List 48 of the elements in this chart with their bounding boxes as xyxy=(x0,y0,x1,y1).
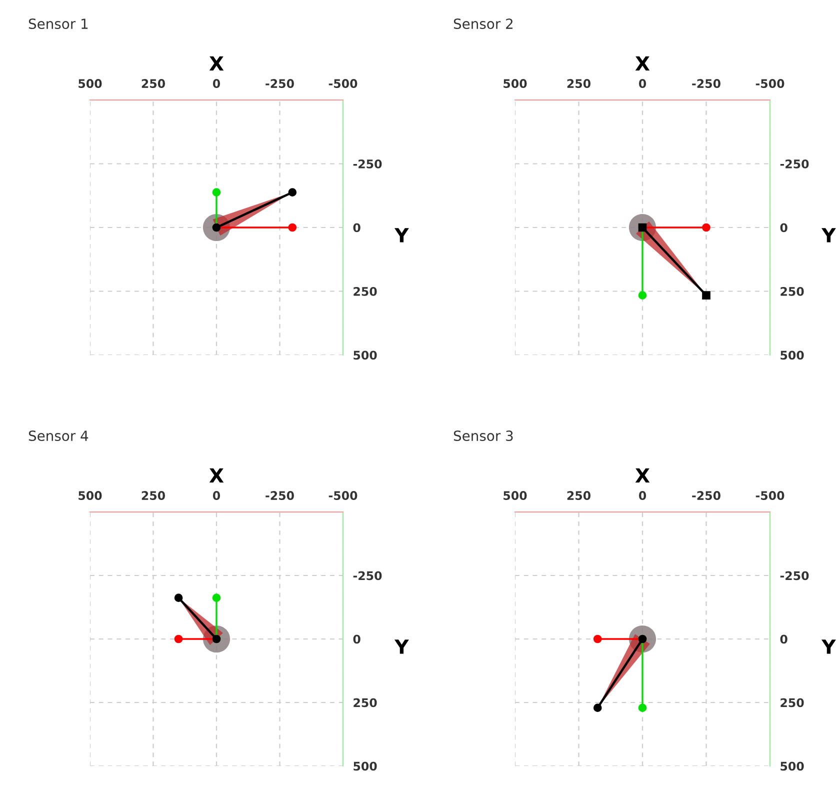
y-tick-label: 500 xyxy=(780,350,804,360)
x-tick-label: 500 xyxy=(78,491,102,500)
y-axis-title: Y xyxy=(394,228,409,242)
x-tick-label: 0 xyxy=(212,79,220,88)
y-tick-label: 500 xyxy=(354,762,377,771)
x-tick-label: 250 xyxy=(142,79,166,88)
chart-title: Sensor 4 xyxy=(28,430,88,442)
x-axis-title: X xyxy=(209,468,224,483)
y-tick-label: 250 xyxy=(780,286,804,296)
y-tick-label: 0 xyxy=(353,223,360,232)
chart-title: Sensor 3 xyxy=(454,430,513,442)
x-tick-label: -250 xyxy=(692,491,720,500)
y-tick-label: 0 xyxy=(353,634,360,644)
y-tick-label: -250 xyxy=(780,571,809,580)
x-tick-label: -250 xyxy=(692,79,720,88)
y-tick-label: -250 xyxy=(780,159,809,168)
y-axis-title: Y xyxy=(821,228,836,242)
x-tick-label: 250 xyxy=(567,491,591,500)
y-tick-label: 250 xyxy=(780,698,804,708)
x-tick-label: -500 xyxy=(756,79,784,88)
chart-title: Sensor 1 xyxy=(28,18,88,30)
x-tick-label: 500 xyxy=(504,79,527,88)
y-tick-label: 250 xyxy=(354,698,377,708)
x-axis-title: X xyxy=(209,56,224,71)
y-tick-label: -250 xyxy=(353,571,382,580)
x-tick-label: 500 xyxy=(504,491,527,500)
x-tick-label: 500 xyxy=(78,79,102,88)
x-tick-label: 250 xyxy=(567,79,591,88)
y-tick-label: -250 xyxy=(353,159,382,168)
x-tick-label: 0 xyxy=(212,491,220,500)
y-tick-label: 500 xyxy=(780,762,804,771)
x-tick-label: -500 xyxy=(328,491,358,500)
chart-title: Sensor 2 xyxy=(454,18,512,30)
x-tick-label: -250 xyxy=(266,491,294,500)
x-tick-label: -250 xyxy=(266,79,294,88)
y-tick-label: 0 xyxy=(780,223,788,232)
y-axis-title: Y xyxy=(394,640,409,654)
x-axis-title: X xyxy=(635,56,650,71)
y-tick-label: 250 xyxy=(354,286,377,296)
y-tick-label: 500 xyxy=(354,350,377,360)
x-tick-label: -500 xyxy=(756,491,784,500)
x-tick-label: 0 xyxy=(638,491,646,500)
x-tick-label: -500 xyxy=(328,79,358,88)
y-axis-title: Y xyxy=(821,640,836,654)
x-tick-label: 250 xyxy=(142,491,166,500)
x-tick-label: 0 xyxy=(638,79,646,88)
y-tick-label: 0 xyxy=(780,634,788,644)
x-axis-title: X xyxy=(635,468,650,483)
